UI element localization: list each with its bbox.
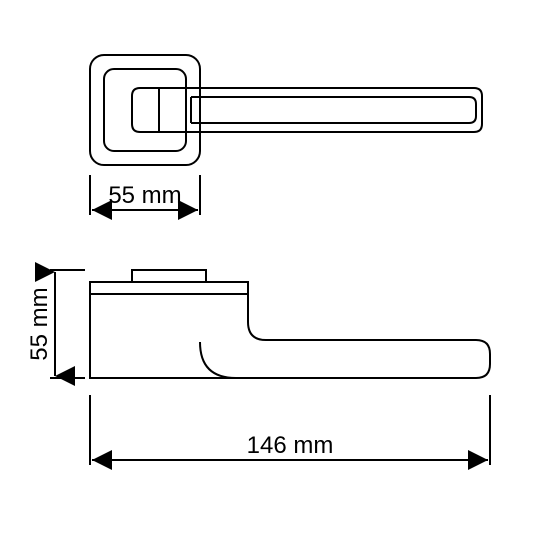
spindle	[132, 270, 206, 282]
dimension-height-55	[50, 270, 85, 378]
top-view	[90, 55, 482, 165]
body-inner-curve	[248, 294, 266, 340]
side-view	[90, 270, 490, 378]
lever-outline	[132, 88, 482, 132]
technical-drawing: 55 mm 55 mm 146 mm	[0, 0, 551, 551]
lever-inner	[191, 97, 476, 123]
dimension-width-55-label: 55 mm	[108, 182, 181, 209]
lever-side	[200, 340, 490, 378]
rose-plate	[90, 282, 248, 294]
dimension-width-146-label: 146 mm	[247, 432, 334, 459]
body-left-bottom	[90, 294, 236, 378]
rose-inner	[104, 69, 186, 151]
dimension-height-55-label: 55 mm	[26, 287, 53, 360]
